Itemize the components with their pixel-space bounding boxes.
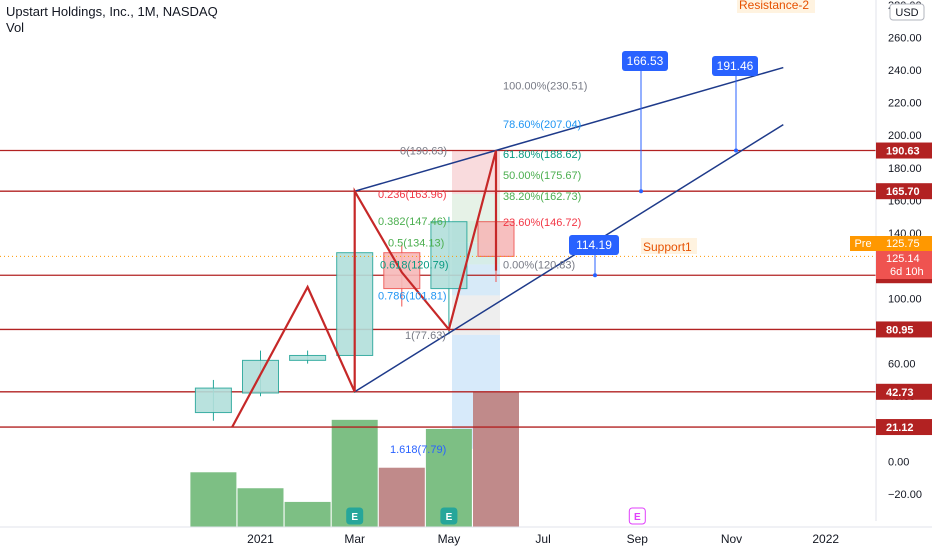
candle-body xyxy=(383,252,421,290)
time-tick-label: Jul xyxy=(535,532,550,546)
chart-header: Upstart Holdings, Inc., 1M, NASDAQ Vol xyxy=(6,4,218,36)
earnings-marker xyxy=(628,507,646,525)
callout-anchor xyxy=(734,148,738,153)
callout-text: 166.53 xyxy=(627,54,664,68)
fib-label: 38.20%(162.73) xyxy=(503,191,581,203)
currency-label: USD xyxy=(895,7,918,19)
volume-bar xyxy=(190,472,237,527)
fib-label: 0.618(120.79) xyxy=(380,259,449,271)
price-tick-label: −20.00 xyxy=(888,489,922,501)
volume-bar xyxy=(237,488,284,527)
volume-bar xyxy=(378,467,425,527)
level-tag xyxy=(876,419,932,436)
earnings-marker xyxy=(440,507,458,525)
candle-body xyxy=(194,387,232,414)
level-tag xyxy=(876,383,932,400)
level-tag-text: 165.70 xyxy=(886,186,920,198)
volume-bar xyxy=(473,392,519,527)
price-tick-label: 200.00 xyxy=(888,130,922,142)
last-price-tag xyxy=(876,251,932,279)
level-tag xyxy=(876,321,932,338)
price-tick-label: 260.00 xyxy=(888,32,922,44)
level-tag-text: 42.73 xyxy=(886,387,914,399)
fib-label: 0(190.63) xyxy=(400,146,447,158)
volume-bar xyxy=(284,501,331,527)
fib-label: 0.786(101.81) xyxy=(378,290,447,302)
channel-line xyxy=(354,124,784,393)
level-tag xyxy=(876,183,932,200)
time-tick-label: 2021 xyxy=(247,532,274,546)
resistance-label: Resistance-2 xyxy=(739,0,809,12)
time-tick-label: Nov xyxy=(721,532,742,546)
callout-box xyxy=(712,56,758,76)
countdown-text: 6d 10h xyxy=(890,266,924,278)
fib-zone-5 xyxy=(452,295,500,335)
pre-tag xyxy=(850,236,876,251)
candle-body xyxy=(430,221,468,290)
level-tag-text: 190.63 xyxy=(886,146,920,158)
price-tick-label: 60.00 xyxy=(888,359,916,371)
volume-label[interactable]: Vol xyxy=(6,20,25,35)
price-tick-label: 220.00 xyxy=(888,98,922,110)
zigzag-pattern xyxy=(231,150,498,428)
callout-anchor xyxy=(639,189,643,194)
level-tag-text: 80.95 xyxy=(886,324,914,336)
callout-anchor xyxy=(593,273,597,278)
price-tick-label: 0.00 xyxy=(888,457,909,469)
fib-label: 0.5(134.13) xyxy=(388,238,444,250)
fib-label: 1.618(7.79) xyxy=(390,444,446,456)
time-tick-label: 2022 xyxy=(812,532,839,546)
fib-zone-0 xyxy=(452,150,500,195)
symbol-title[interactable]: Upstart Holdings, Inc., 1M, NASDAQ xyxy=(6,4,218,19)
fib-label: 78.60%(207.04) xyxy=(503,119,581,131)
fib-label: 0.236(163.96) xyxy=(378,189,447,201)
resistance-label-bg xyxy=(737,0,815,13)
last-price-text: 125.14 xyxy=(886,253,920,265)
level-tag xyxy=(876,142,932,159)
price-tick-label: 240.00 xyxy=(888,65,922,77)
fib-label: 0.382(147.46) xyxy=(378,216,447,228)
fib-label: 100.00%(230.51) xyxy=(503,80,587,92)
time-tick-label: Mar xyxy=(344,532,365,546)
price-tick-label: 180.00 xyxy=(888,163,922,175)
currency-box xyxy=(889,3,925,21)
candle-body xyxy=(289,354,327,361)
callout-text: 191.46 xyxy=(717,59,754,73)
earnings-marker-text: E xyxy=(634,512,641,523)
earnings-marker-text: E xyxy=(351,512,358,523)
pre-tag-text: Pre xyxy=(854,238,871,250)
time-tick-label: May xyxy=(438,532,461,546)
fib-label: 0.00%(120.83) xyxy=(503,259,575,271)
fib-label: 61.80%(188.62) xyxy=(503,149,581,161)
earnings-marker xyxy=(346,507,364,525)
fib-label: 1(77.63) xyxy=(405,330,446,342)
fib-zone-1 xyxy=(452,194,500,221)
earnings-marker-text: E xyxy=(446,512,453,523)
pre-value-text: 125.75 xyxy=(886,238,920,250)
callout-box xyxy=(622,51,668,71)
support-label: Support1 xyxy=(643,240,692,254)
fib-label: 50.00%(175.67) xyxy=(503,170,581,182)
channel-line xyxy=(354,66,784,192)
pre-value-tag xyxy=(876,236,932,251)
time-tick-label: Sep xyxy=(627,532,649,546)
callout-box xyxy=(569,235,619,255)
callout-text: 114.19 xyxy=(576,238,612,252)
support-label-bg xyxy=(641,238,697,254)
fib-label: 23.60%(146.72) xyxy=(503,217,581,229)
price-tick-label: 100.00 xyxy=(888,293,922,305)
level-tag-text: 21.12 xyxy=(886,422,914,434)
